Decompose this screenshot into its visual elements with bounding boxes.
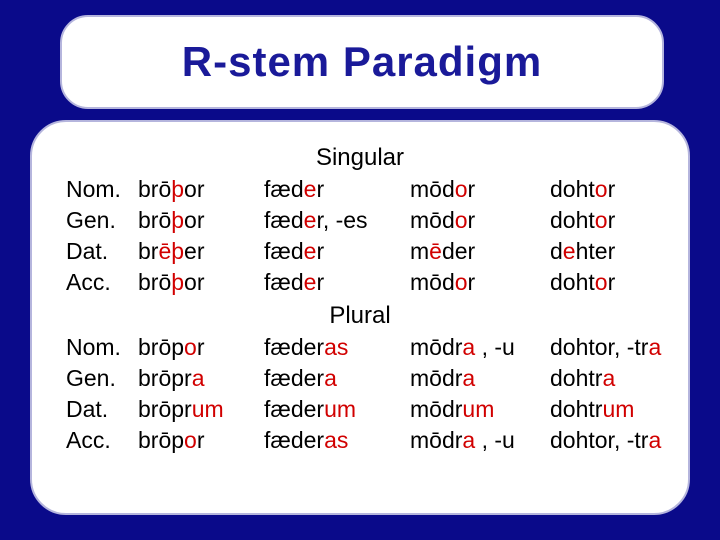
cell-brother: brōpor <box>138 425 264 456</box>
title-card: R-stem Paradigm <box>60 15 664 109</box>
section-singular: Singular <box>66 144 654 172</box>
cell-father: fæder <box>264 236 410 267</box>
section-plural: Plural <box>66 302 654 330</box>
table-row: Dat.brōprumfæderummōdrumdohtrum <box>66 394 654 425</box>
cell-mother: mōdrum <box>410 394 550 425</box>
cell-mother: mōdra <box>410 363 550 394</box>
cell-father: fæder <box>264 267 410 298</box>
cell-father: fædera <box>264 363 410 394</box>
case-label: Acc. <box>66 267 138 298</box>
table-row: Nom.brōþorfædermōdordohtor <box>66 174 654 205</box>
cell-brother: brōpor <box>138 332 264 363</box>
cell-daughter: dohtra <box>550 363 654 394</box>
table-row: Nom.brōporfæderasmōdra , -udohtor, -tra <box>66 332 654 363</box>
page-title: R-stem Paradigm <box>182 38 542 86</box>
table-row: Gen.brōprafæderamōdradohtra <box>66 363 654 394</box>
cell-brother: brōþor <box>138 267 264 298</box>
cell-mother: mēder <box>410 236 550 267</box>
cell-brother: brōþor <box>138 174 264 205</box>
cell-mother: mōdor <box>410 267 550 298</box>
cell-father: fæderas <box>264 425 410 456</box>
cell-brother: brēþer <box>138 236 264 267</box>
cell-father: fæder <box>264 174 410 205</box>
cell-mother: mōdor <box>410 205 550 236</box>
cell-daughter: dohtor <box>550 205 654 236</box>
case-label: Nom. <box>66 174 138 205</box>
cell-daughter: dehter <box>550 236 654 267</box>
table-row: Acc.brōporfæderasmōdra , -udohtor, -tra <box>66 425 654 456</box>
cell-daughter: dohtor <box>550 267 654 298</box>
case-label: Nom. <box>66 332 138 363</box>
cell-father: fæderas <box>264 332 410 363</box>
cell-daughter: dohtor, -tra <box>550 332 654 363</box>
cell-brother: brōpra <box>138 363 264 394</box>
cell-daughter: dohtor <box>550 174 654 205</box>
table-row: Gen.brōþorfæder, -esmōdordohtor <box>66 205 654 236</box>
cell-daughter: dohtor, -tra <box>550 425 654 456</box>
plural-table: Nom.brōporfæderasmōdra , -udohtor, -traG… <box>66 332 654 456</box>
case-label: Gen. <box>66 205 138 236</box>
cell-daughter: dohtrum <box>550 394 654 425</box>
singular-table: Nom.brōþorfædermōdordohtorGen.brōþorfæde… <box>66 174 654 298</box>
cell-father: fæderum <box>264 394 410 425</box>
cell-brother: brōprum <box>138 394 264 425</box>
case-label: Dat. <box>66 394 138 425</box>
cell-father: fæder, -es <box>264 205 410 236</box>
cell-brother: brōþor <box>138 205 264 236</box>
cell-mother: mōdra , -u <box>410 332 550 363</box>
table-row: Dat.brēþerfædermēderdehter <box>66 236 654 267</box>
table-row: Acc.brōþorfædermōdordohtor <box>66 267 654 298</box>
case-label: Gen. <box>66 363 138 394</box>
cell-mother: mōdor <box>410 174 550 205</box>
cell-mother: mōdra , -u <box>410 425 550 456</box>
paradigm-card: Singular Nom.brōþorfædermōdordohtorGen.b… <box>30 120 690 515</box>
case-label: Acc. <box>66 425 138 456</box>
case-label: Dat. <box>66 236 138 267</box>
